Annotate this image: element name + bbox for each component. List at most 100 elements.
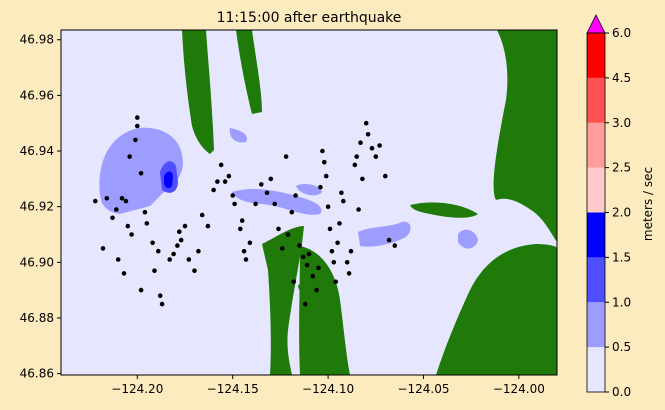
gauge-point <box>348 248 354 254</box>
land-small-island <box>298 282 310 295</box>
gauge-point <box>247 240 253 246</box>
gauge-point <box>222 179 228 184</box>
x-tick-label: −124.05 <box>397 382 449 396</box>
gauge-point <box>135 115 140 120</box>
y-axis: 46.86 46.88 46.90 46.92 46.94 46.96 46.98 <box>20 33 61 381</box>
gauge-point <box>322 159 327 165</box>
gauge-point <box>285 232 291 237</box>
gauge-point <box>365 132 371 137</box>
gauge-point <box>283 154 289 159</box>
gauge-point <box>232 201 237 207</box>
gauge-point <box>253 201 258 207</box>
gauge-point <box>329 248 335 254</box>
gauge-point <box>316 265 321 271</box>
land-north-tip <box>505 30 557 38</box>
gauge-point <box>230 193 235 198</box>
y-tick-label: 46.98 <box>20 33 54 47</box>
x-tick-label: −124.10 <box>302 382 354 396</box>
gauge-point <box>100 246 106 251</box>
y-tick-label: 46.88 <box>20 311 54 325</box>
plot-frame <box>60 29 558 376</box>
speed-zone-bay-right <box>458 229 478 249</box>
gauge-point <box>344 260 350 265</box>
gauge-point <box>157 293 163 299</box>
y-tick-label: 46.92 <box>20 200 54 214</box>
gauge-point <box>301 254 306 260</box>
speed-zone-center <box>229 128 247 143</box>
gauge-point <box>215 179 220 184</box>
gauge-point <box>138 287 144 293</box>
gauge-point <box>186 257 192 262</box>
colorbar-segment <box>587 33 605 78</box>
gauge-point <box>218 162 224 168</box>
speed-zone-core <box>164 171 173 189</box>
gauge-point <box>114 207 119 212</box>
y-tick-label: 46.90 <box>20 255 54 269</box>
colorbar-segment <box>587 302 605 348</box>
speed-zone-channel <box>232 189 322 215</box>
gauge-point <box>119 196 125 201</box>
x-tick-label: −124.20 <box>111 382 163 396</box>
land-north-coast <box>236 30 262 114</box>
gauge-point <box>259 182 264 187</box>
gauge-point <box>238 226 243 232</box>
gauge-point <box>331 260 337 265</box>
gauge-points <box>93 115 398 307</box>
gauge-point <box>354 154 360 159</box>
gauge-point <box>177 229 182 234</box>
gauge-point <box>156 248 161 254</box>
gauge-point <box>356 207 361 212</box>
gauge-point <box>129 232 134 237</box>
gauge-point <box>341 198 346 204</box>
x-axis: −124.20 −124.15 −124.10 −124.05 −124.00 <box>111 375 545 396</box>
gauge-point <box>196 248 201 254</box>
y-tick-label: 46.94 <box>20 144 54 158</box>
gauge-point <box>327 226 333 232</box>
gauge-point <box>335 240 340 246</box>
gauge-point <box>241 248 247 254</box>
colorbar: 0.0 0.5 1.0 1.5 2.0 2.5 3.0 4.5 6.0 <box>586 14 631 399</box>
gauge-point <box>239 218 245 223</box>
gauge-point <box>360 176 365 182</box>
plot-area <box>61 30 557 375</box>
gauge-point <box>306 251 312 257</box>
gauge-point <box>93 198 98 204</box>
colorbar-tick-label: 6.0 <box>612 26 631 40</box>
land-northeast <box>493 30 557 242</box>
gauge-point <box>386 237 392 243</box>
gauge-point <box>211 187 216 193</box>
colorbar-tick-label: 4.5 <box>612 71 631 85</box>
colorbar-tick-label: 3.0 <box>612 116 631 130</box>
gauge-point <box>373 154 379 159</box>
gauge-point <box>138 171 144 176</box>
gauge-point <box>121 271 127 276</box>
gauge-point <box>144 221 150 226</box>
colorbar-segment <box>587 257 605 303</box>
gauge-point <box>304 262 310 268</box>
gauge-point <box>323 173 329 179</box>
gauge-point <box>135 123 140 129</box>
colorbar-tick-label: 2.5 <box>612 161 631 175</box>
gauge-point <box>289 209 295 215</box>
gauge-point <box>320 148 325 154</box>
gauge-point <box>205 223 211 229</box>
colorbar-extend-arrow <box>586 14 606 34</box>
gauge-point <box>150 240 155 246</box>
gauge-point <box>280 246 285 251</box>
gauge-point <box>310 273 316 279</box>
colorbar-label: meters / sec <box>641 167 655 241</box>
gauge-point <box>167 257 172 262</box>
gauge-point <box>192 268 197 274</box>
y-tick-label: 46.86 <box>20 367 54 381</box>
gauge-point <box>125 223 131 229</box>
gauge-point <box>369 145 375 151</box>
gauge-point <box>297 243 302 248</box>
gauge-point <box>264 190 270 196</box>
gauge-point <box>358 140 363 145</box>
gauge-point <box>123 198 129 204</box>
colorbar-segment <box>587 122 605 168</box>
chart-title: 11:15:00 after earthquake <box>217 10 402 26</box>
gauge-point <box>314 287 319 293</box>
colorbar-tick-label: 0.5 <box>612 340 631 354</box>
